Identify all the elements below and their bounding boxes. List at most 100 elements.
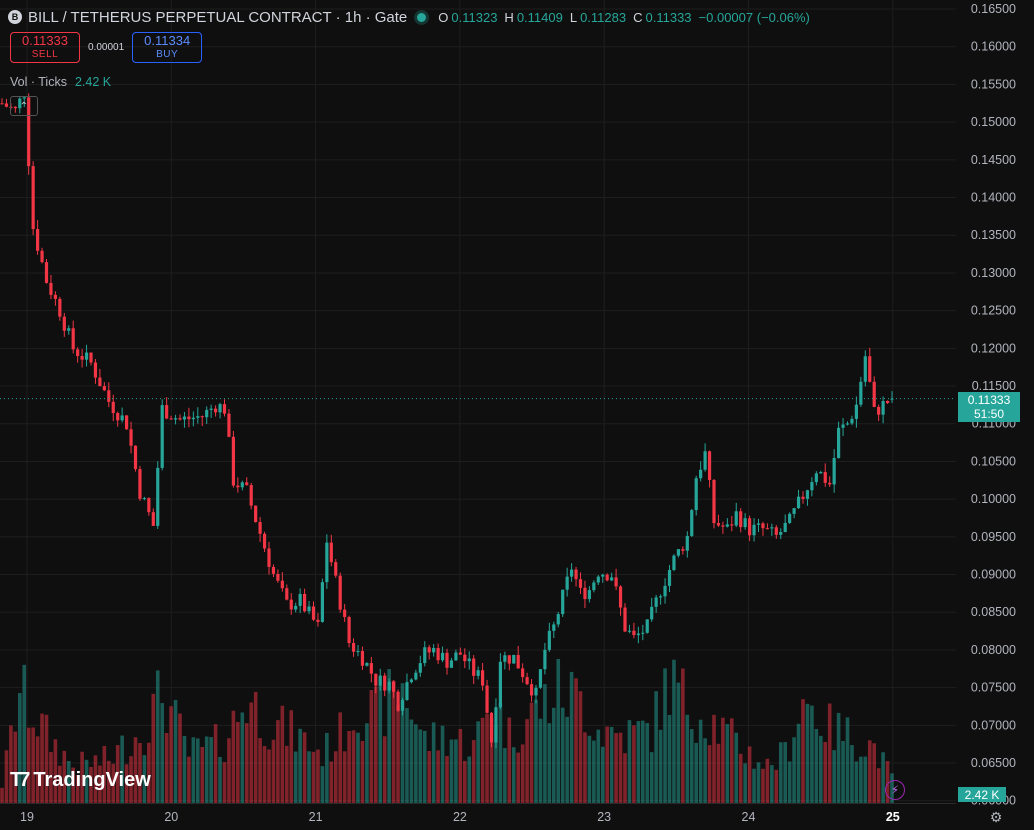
volume-bar xyxy=(698,719,703,803)
volume-bar xyxy=(231,710,236,803)
volume-bar xyxy=(485,713,489,803)
candle-body xyxy=(84,352,89,360)
volume-bar xyxy=(298,728,302,803)
candle-body xyxy=(311,606,316,620)
tradingview-logo[interactable]: T7 TradingView xyxy=(10,769,151,792)
candle-body xyxy=(574,569,578,580)
volume-bar xyxy=(422,730,427,803)
candle-body xyxy=(267,548,271,567)
volume-legend[interactable]: Vol · Ticks 2.42 K xyxy=(10,75,111,89)
candle-body xyxy=(805,490,810,499)
candle-body xyxy=(102,386,106,391)
buy-button[interactable]: 0.11334 BUY xyxy=(132,32,203,63)
chevron-up-icon[interactable]: ⌃ xyxy=(10,96,38,116)
volume-bar xyxy=(867,740,872,803)
candle-body xyxy=(868,356,872,382)
time-tick-label: 24 xyxy=(742,810,756,824)
volume-bar xyxy=(436,750,440,803)
volume-bar xyxy=(44,714,49,803)
candle-body xyxy=(320,582,324,622)
volume-bar xyxy=(752,768,756,803)
volume-bar xyxy=(881,752,885,803)
candle-body xyxy=(0,103,4,105)
lightning-icon[interactable]: ⚡ xyxy=(885,780,905,800)
candle-body xyxy=(645,619,649,633)
candle-body xyxy=(694,478,698,511)
volume-bar xyxy=(182,735,187,803)
close-value: 0.11333 xyxy=(645,9,692,25)
candle-body xyxy=(521,668,525,678)
candle-body xyxy=(788,513,792,523)
candle-body xyxy=(160,405,164,468)
change-value: −0.00007 (−0.06%) xyxy=(698,9,810,25)
volume-bar xyxy=(636,721,641,803)
volume-bar xyxy=(98,765,102,803)
volume-bar xyxy=(13,731,18,803)
candle-body xyxy=(49,282,53,295)
candle-body xyxy=(725,524,729,527)
candle-body xyxy=(280,580,284,589)
price-tick-label: 0.14500 xyxy=(971,153,1016,167)
spread-value: 0.00001 xyxy=(88,42,125,53)
volume-bar xyxy=(325,732,329,803)
volume-bar xyxy=(681,668,685,803)
volume-bar xyxy=(213,724,218,803)
volume-bar xyxy=(721,717,725,803)
current-price-tag: 0.11333 51:50 xyxy=(958,392,1020,422)
sell-button[interactable]: 0.11333 SELL xyxy=(10,32,80,63)
candle-body xyxy=(151,512,155,526)
volume-bar xyxy=(62,750,67,803)
volume-bar xyxy=(262,746,267,803)
candle-body xyxy=(18,98,22,109)
candle-body xyxy=(80,356,84,360)
candle-body xyxy=(610,577,614,581)
volume-bars xyxy=(0,658,894,803)
candle-body xyxy=(485,685,489,713)
candle-body xyxy=(547,630,551,650)
volume-bar xyxy=(400,683,405,803)
candle-body xyxy=(62,316,66,331)
candle-body xyxy=(196,416,200,418)
candle-body xyxy=(832,458,836,485)
candle-body xyxy=(467,658,471,662)
candle-body xyxy=(881,400,885,415)
candle-body xyxy=(565,576,569,590)
volume-bar xyxy=(859,756,863,803)
volume-bar xyxy=(164,733,169,803)
candle-body xyxy=(654,597,658,607)
price-tick-label: 0.11500 xyxy=(972,379,1016,393)
volume-bar xyxy=(458,728,463,803)
volume-bar xyxy=(222,762,227,803)
volume-bar xyxy=(107,760,111,803)
candle-body xyxy=(200,416,204,418)
candle-body xyxy=(142,498,146,500)
volume-bar xyxy=(31,727,35,803)
gear-icon[interactable]: ⚙ xyxy=(989,808,1003,825)
symbol-icon[interactable]: B xyxy=(8,10,22,24)
volume-bar xyxy=(414,724,418,803)
time-tick-label: 22 xyxy=(453,810,467,824)
candle-body xyxy=(400,700,405,711)
volume-bar xyxy=(71,767,75,803)
volume-bar xyxy=(703,738,707,803)
chart-title[interactable]: BILL / TETHERUS PERPETUAL CONTRACT · 1h … xyxy=(28,8,408,26)
price-tick-label: 0.15000 xyxy=(971,115,1016,129)
open-value: 0.11323 xyxy=(451,9,498,25)
volume-bar xyxy=(187,756,191,803)
candle-body xyxy=(214,408,218,413)
candle-body xyxy=(245,482,249,486)
candle-body xyxy=(254,505,258,523)
time-axis[interactable]: 19 20 21 22 23 24 25 xyxy=(0,803,956,825)
candle-body xyxy=(872,381,876,407)
volume-bar xyxy=(333,751,338,803)
candle-body xyxy=(369,663,373,674)
candle-body xyxy=(552,624,556,631)
volume-bar xyxy=(276,720,280,803)
volume-bar xyxy=(516,752,520,803)
candle-body xyxy=(667,569,672,586)
candle-body xyxy=(498,661,502,708)
volume-bar xyxy=(120,735,124,803)
volume-bar xyxy=(445,755,449,803)
volume-bar xyxy=(342,751,347,803)
